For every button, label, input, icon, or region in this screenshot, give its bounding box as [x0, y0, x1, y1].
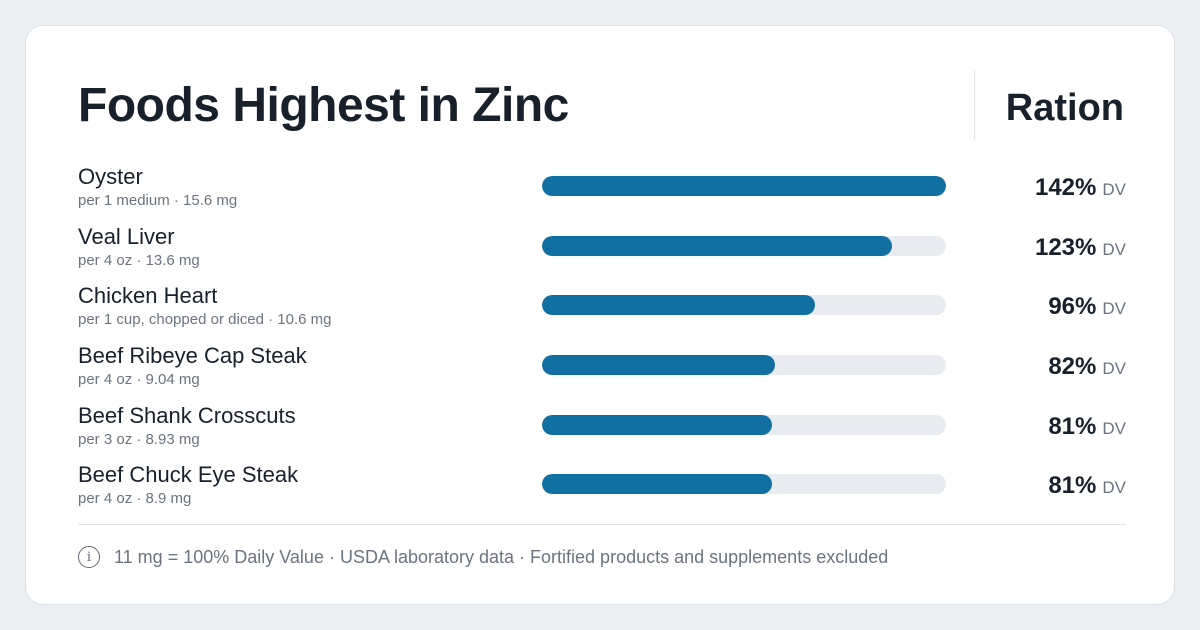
percent-value: 142%: [1034, 174, 1097, 201]
footer: i 11 mg = 100% Daily Value · USDA labora…: [78, 544, 888, 570]
unit-label: DV: [1102, 359, 1126, 379]
food-name: Chicken Heart: [78, 283, 218, 309]
bar-track: [542, 176, 946, 196]
unit-label: DV: [1102, 299, 1126, 319]
food-serving: per 4 oz · 8.9 mg: [78, 490, 192, 508]
bar: [542, 355, 776, 376]
chart-row: Beef Chuck Eye Steak per 4 oz · 8.9 mg 81%…: [78, 462, 1126, 522]
percent-value: 81%: [1048, 472, 1097, 500]
footer-divider: [78, 524, 1126, 525]
food-serving: per 1 cup, chopped or diced · 10.6 mg: [78, 311, 332, 329]
bar-chart: Oyster per 1 medium · 15.6 mg 142% DV Veal L…: [78, 164, 1126, 522]
percent-value: 96%: [1048, 293, 1097, 321]
bar-track: [542, 414, 946, 435]
food-name: Beef Chuck Eye Steak: [78, 462, 299, 488]
chart-row: Oyster per 1 medium · 15.6 mg 142% DV: [78, 164, 1126, 224]
value-label: 123% DV: [1035, 234, 1126, 264]
bar-track: [542, 355, 946, 376]
value-label: 81% DV: [1048, 413, 1126, 443]
percent-value: 81%: [1048, 412, 1097, 440]
value-label: 142% DV: [1035, 174, 1126, 204]
chart-card: Foods Highest in Zinc Ration Oyster per 1…: [25, 25, 1175, 605]
chart-row: Beef Ribeye Cap Steak per 4 oz · 9.04 mg 8…: [78, 343, 1126, 403]
value-label: 96% DV: [1048, 293, 1126, 323]
bar: [542, 235, 892, 256]
info-icon: i: [78, 546, 100, 568]
unit-label: DV: [1102, 478, 1126, 498]
bar: [542, 474, 773, 495]
value-label: 82% DV: [1048, 353, 1126, 383]
bar: [542, 295, 816, 316]
footer-note: 11 mg = 100% Daily Value · USDA laborato…: [114, 546, 889, 567]
bar: [542, 176, 946, 196]
unit-label: DV: [1102, 239, 1126, 259]
chart-row: Chicken Heart per 1 cup, chopped or diced…: [78, 283, 1126, 343]
bar-track: [542, 235, 946, 256]
food-serving: per 4 oz · 9.04 mg: [78, 371, 200, 389]
brand-logo: Ration: [1005, 87, 1124, 129]
food-name: Veal Liver: [78, 223, 175, 249]
unit-label: DV: [1102, 418, 1126, 438]
food-serving: per 3 oz · 8.93 mg: [78, 430, 200, 448]
value-label: 81% DV: [1048, 472, 1126, 502]
bar: [542, 414, 773, 435]
food-name: Oyster: [78, 164, 143, 189]
header-divider: [974, 70, 975, 140]
unit-label: DV: [1102, 180, 1126, 199]
page-title: Foods Highest in Zinc: [78, 79, 569, 132]
chart-row: Beef Shank Crosscuts per 3 oz · 8.93 mg 81…: [78, 403, 1126, 463]
percent-value: 123%: [1034, 233, 1097, 261]
percent-value: 82%: [1048, 353, 1097, 381]
bar-track: [542, 295, 946, 316]
food-name: Beef Ribeye Cap Steak: [78, 343, 307, 369]
bar-track: [542, 474, 946, 495]
chart-row: Veal Liver per 4 oz · 13.6 mg 123% DV: [78, 224, 1126, 284]
food-serving: per 4 oz · 13.6 mg: [78, 251, 200, 269]
food-name: Beef Shank Crosscuts: [78, 402, 296, 428]
food-serving: per 1 medium · 15.6 mg: [78, 192, 238, 209]
